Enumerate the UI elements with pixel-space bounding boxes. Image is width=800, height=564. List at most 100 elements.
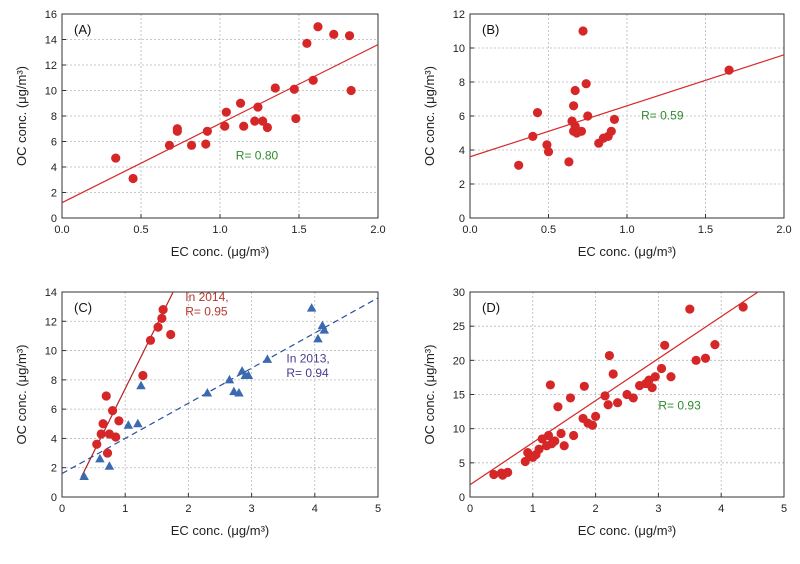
data-point-all [650, 372, 660, 382]
data-point-all [553, 402, 563, 412]
data-point-all [656, 363, 667, 374]
panel-d: 0 1 2 3 4 5 0 5 10 15 20 25 30 EC conc. (μg/m³) OC con… [422, 287, 787, 538]
data-point-all [576, 126, 587, 136]
x-tick-label: 1.0 [212, 224, 227, 236]
data-point-2013 [224, 374, 235, 384]
plot-frame [61, 291, 379, 498]
panel-label: (C) [74, 300, 92, 315]
y-tick-label: 15 [453, 390, 465, 402]
data-point-2013 [306, 303, 317, 312]
data-point-all [660, 340, 670, 350]
y-axis-label: OC conc. (μg/m³) [14, 345, 29, 445]
data-point-all [724, 65, 734, 75]
data-point-2014 [107, 406, 118, 416]
data-point-all [302, 38, 312, 48]
x-tick-label: 0 [467, 503, 473, 515]
y-tick-label: 25 [453, 321, 465, 333]
y-tick-label: 14 [45, 35, 57, 47]
y-tick-label: 20 [453, 355, 465, 367]
data-point-all [202, 126, 212, 136]
data-point-2013 [319, 325, 330, 334]
data-point-all [710, 340, 720, 350]
y-tick-label: 30 [453, 287, 465, 299]
y-tick-label: 2 [51, 463, 57, 475]
x-tick-label: 0.0 [54, 224, 69, 236]
correlation-label: In 2014, [185, 290, 228, 304]
data-point-all [666, 372, 676, 382]
data-point-2013 [234, 388, 244, 397]
data-point-all [545, 380, 555, 390]
data-point-all [628, 393, 638, 403]
data-point-2014 [166, 329, 176, 340]
data-point-2014 [111, 432, 121, 442]
data-point-2013 [136, 380, 146, 390]
data-point-2013 [202, 388, 213, 397]
data-point-2014 [96, 429, 106, 439]
panel-label: (B) [482, 22, 499, 37]
data-point-all [220, 121, 230, 131]
correlation-label: R= 0.95 [185, 304, 228, 318]
data-point-2013 [95, 453, 105, 463]
data-point-all [603, 400, 613, 410]
correlation-label: In 2013, [286, 351, 329, 365]
data-point-all [612, 398, 623, 408]
panel-a: 0.0 0.5 1.0 1.5 2.0 0 2 4 6 8 10 12 14 16 EC conc. (μg… [14, 9, 386, 259]
x-tick-label: 0.5 [541, 224, 556, 236]
data-point-2013 [79, 471, 89, 480]
data-point-all [313, 22, 323, 32]
data-point-all [344, 31, 355, 41]
y-tick-label: 4 [51, 433, 57, 445]
data-point-2014 [92, 439, 102, 449]
y-tick-label: 16 [45, 9, 57, 21]
y-tick-label: 8 [51, 375, 57, 387]
data-point-all [291, 113, 301, 124]
data-point-2014 [98, 419, 108, 429]
data-point-all [128, 173, 138, 184]
y-tick-label: 2 [459, 179, 465, 191]
y-axis-label: OC conc. (μg/m³) [422, 345, 437, 445]
y-axis-label: OC conc. (μg/m³) [14, 66, 29, 166]
y-tick-label: 12 [453, 9, 465, 21]
x-tick-label: 4 [718, 503, 724, 515]
data-point-all [221, 107, 231, 117]
data-point-2014 [158, 304, 168, 315]
data-point-all [587, 420, 598, 430]
x-tick-label: 3 [249, 503, 255, 515]
data-point-2013 [104, 461, 115, 470]
data-point-all [543, 147, 554, 157]
data-point-all [270, 83, 280, 93]
data-point-all [164, 140, 175, 150]
data-point-all [514, 160, 524, 170]
data-point-all [262, 122, 272, 133]
data-point-all [600, 391, 610, 401]
x-tick-label: 2.0 [776, 224, 791, 236]
y-tick-label: 12 [45, 316, 57, 328]
data-point-all [569, 430, 579, 441]
y-tick-label: 4 [51, 162, 57, 174]
x-axis-label: EC conc. (μg/m³) [578, 244, 677, 259]
x-tick-label: 4 [312, 503, 318, 515]
y-tick-label: 10 [453, 43, 465, 55]
data-point-all [591, 411, 601, 421]
data-point-all [556, 428, 566, 439]
data-point-all [329, 29, 339, 39]
data-point-all [604, 350, 615, 361]
data-point-all [691, 355, 701, 365]
data-point-all [534, 444, 544, 454]
data-point-all [111, 153, 121, 163]
x-tick-label: 1.0 [619, 224, 634, 236]
y-tick-label: 6 [51, 137, 57, 149]
data-point-all [581, 79, 591, 89]
data-point-all [606, 126, 616, 136]
data-point-2013 [243, 370, 254, 379]
y-tick-label: 6 [51, 404, 57, 416]
y-tick-label: 0 [51, 213, 57, 225]
y-tick-label: 0 [459, 492, 465, 504]
correlation-label: R= 0.59 [641, 108, 684, 122]
data-point-all [579, 381, 589, 391]
data-point-all [489, 469, 499, 480]
data-point-2014 [138, 370, 148, 381]
data-point-all [570, 85, 580, 96]
data-point-all [608, 369, 618, 379]
data-point-all [565, 393, 576, 403]
